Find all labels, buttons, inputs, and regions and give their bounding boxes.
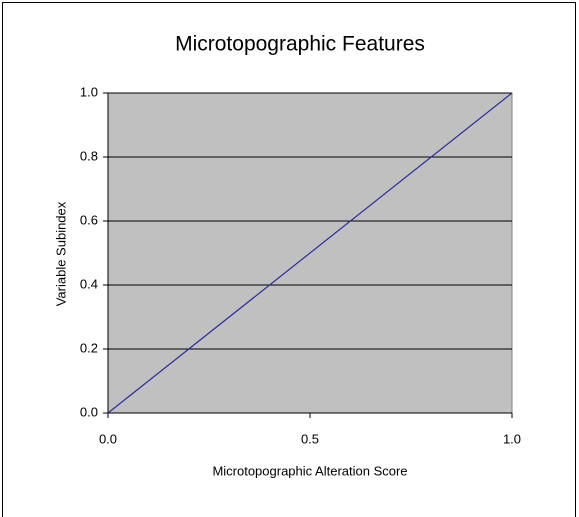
x-tick-label: 0.5	[301, 431, 319, 446]
chart-title: Microtopographic Features	[175, 33, 425, 56]
y-tick-label: 0.0	[80, 404, 98, 419]
x-tick-label: 1.0	[503, 431, 521, 446]
line	[107, 92, 513, 414]
y-tick-label: 0.6	[80, 212, 98, 227]
y-axis-title: Variable Subindex	[53, 201, 68, 306]
x-axis-title: Microtopographic Alteration Score	[212, 463, 407, 478]
x-tick-label: 0.0	[99, 431, 117, 446]
y-tick-label: 0.8	[80, 148, 98, 163]
y-tick-label: 1.0	[80, 84, 98, 99]
y-tick-label: 0.2	[80, 340, 98, 355]
y-tick-label: 0.4	[80, 276, 98, 291]
